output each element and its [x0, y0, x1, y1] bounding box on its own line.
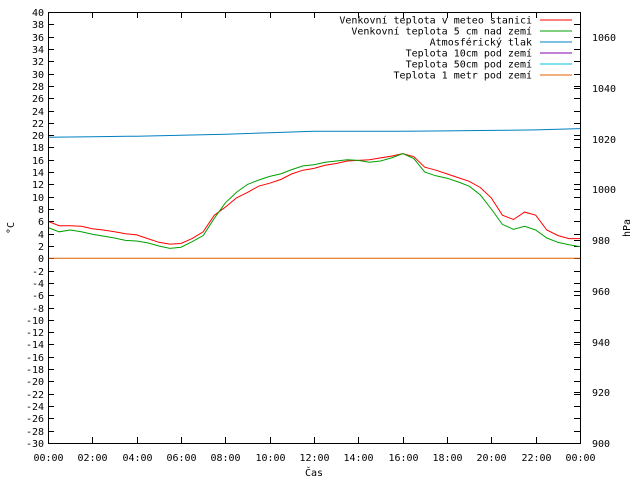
y-tick-label: -20: [26, 377, 44, 388]
x-tick-label: 00:00: [565, 453, 595, 464]
tick-labels: 4038363432302826242220181614121086420-2-…: [26, 8, 616, 464]
y-tick-label: 8: [38, 205, 44, 216]
legend-label: Teplota 10cm pod zemí: [406, 48, 532, 60]
y-tick-label: -26: [26, 414, 44, 425]
x-tick-label: 06:00: [166, 453, 196, 464]
series-line-2: [47, 153, 581, 249]
x-tick-label: 12:00: [299, 453, 329, 464]
y-tick-label: 40: [32, 8, 44, 19]
y-tick-label: 14: [32, 168, 44, 179]
y-tick-label: 24: [32, 107, 44, 118]
legend-label: Venkovní teplota v meteo stanici: [339, 15, 532, 27]
y-tick-label: -22: [26, 390, 44, 401]
series-line-3: [47, 128, 581, 138]
x-tick-label: 00:00: [33, 453, 63, 464]
y-tick-label: 34: [32, 45, 44, 56]
x-tick-label: 18:00: [432, 453, 462, 464]
y-tick-label: -24: [26, 402, 44, 413]
y-tick-label: -6: [32, 291, 44, 302]
y2-axis-label: hPa: [622, 219, 633, 237]
y-tick-label: -14: [26, 340, 44, 351]
y-tick-label: -30: [26, 439, 44, 450]
y2-tick-label: 1000: [592, 185, 616, 196]
y2-tick-label: 900: [592, 439, 610, 450]
x-tick-label: 22:00: [521, 453, 551, 464]
series-lines: [47, 128, 581, 259]
y2-tick-label: 1020: [592, 135, 616, 146]
y2-tick-label: 1040: [592, 84, 616, 95]
y-tick-label: -28: [26, 427, 44, 438]
x-tick-label: 16:00: [388, 453, 418, 464]
x-axis-label: Čas: [305, 466, 323, 479]
y2-tick-label: 920: [592, 388, 610, 399]
legend-label: Teplota 1 metr pod zemí: [394, 70, 532, 82]
y-tick-label: 0: [38, 254, 44, 265]
y-tick-label: 26: [32, 94, 44, 105]
legend-label: Teplota 50cm pod zemí: [406, 59, 532, 71]
legend-label: Atmosférický tlak: [430, 37, 532, 49]
y-tick-label: 18: [32, 143, 44, 154]
y-tick-label: 4: [38, 230, 44, 241]
y-axis-label: °C: [6, 222, 17, 234]
x-tick-label: 14:00: [343, 453, 373, 464]
y-tick-label: 16: [32, 156, 44, 167]
y-tick-label: -10: [26, 316, 44, 327]
y-tick-label: -12: [26, 328, 44, 339]
y-tick-label: 20: [32, 131, 44, 142]
y-tick-label: -8: [32, 304, 44, 315]
y-tick-label: 10: [32, 193, 44, 204]
y-tick-label: 38: [32, 20, 44, 31]
x-tick-label: 04:00: [122, 453, 152, 464]
y-tick-label: 30: [32, 70, 44, 81]
y-tick-label: 2: [38, 242, 44, 253]
series-line-1: [47, 153, 580, 245]
y2-tick-label: 1060: [592, 33, 616, 44]
y-tick-label: 32: [32, 57, 44, 68]
plot-frame: [48, 12, 581, 444]
y-tick-label: -2: [32, 267, 44, 278]
legend: Venkovní teplota v meteo staniciVenkovní…: [339, 15, 572, 82]
y2-tick-label: 940: [592, 338, 610, 349]
x-tick-label: 20:00: [476, 453, 506, 464]
y-tick-label: 12: [32, 180, 44, 191]
x-tick-label: 02:00: [77, 453, 107, 464]
x-tick-label: 10:00: [255, 453, 285, 464]
y-tick-label: 28: [32, 82, 44, 93]
y-tick-label: -4: [32, 279, 44, 290]
y-tick-label: -18: [26, 365, 44, 376]
y-tick-label: 6: [38, 217, 44, 228]
y-tick-label: 36: [32, 33, 44, 44]
y2-tick-label: 980: [592, 236, 610, 247]
legend-label: Venkovní teplota 5 cm nad zemí: [351, 26, 532, 38]
y-tick-label: 22: [32, 119, 44, 130]
x-tick-label: 08:00: [210, 453, 240, 464]
y2-tick-label: 960: [592, 287, 610, 298]
y-tick-label: -16: [26, 353, 44, 364]
